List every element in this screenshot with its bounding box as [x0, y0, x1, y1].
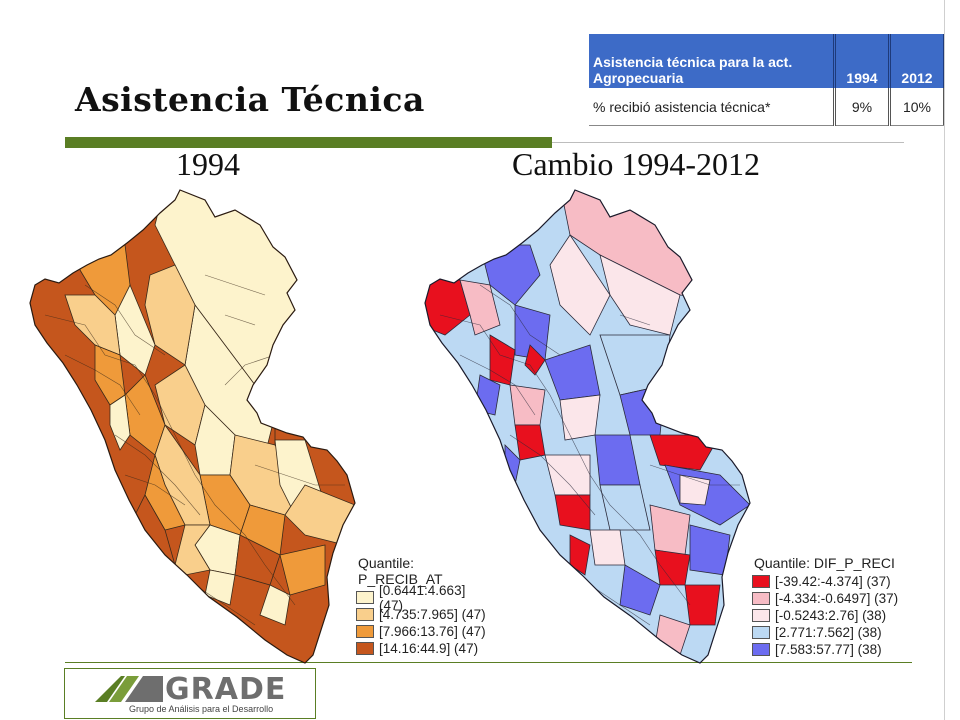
grade-logo: GRADE Grupo de Análisis para el Desarrol…: [64, 668, 316, 719]
legend-swatch: [752, 592, 770, 605]
legend-label: [14.16:44.9] (47): [379, 641, 479, 656]
footer-line: [65, 662, 912, 663]
legend-label: [0.6441:4.663] (47): [379, 582, 466, 613]
legend-item: [-4.334:-0.6497] (37): [752, 590, 922, 607]
table-cell-label: % recibió asistencia técnica*: [589, 88, 836, 126]
grade-logo-tagline: Grupo de Análisis para el Desarrollo: [129, 704, 274, 714]
legend-items: [0.6441:4.663] (47) [4.735:7.965] (47) [7.…: [356, 583, 486, 657]
legend-label: [-4.334:-0.6497] (37): [775, 591, 899, 606]
legend-label: [4.735:7.965] (47): [379, 607, 486, 622]
legend-label: [7.966:13.76] (47): [379, 624, 486, 639]
table-cell-1994: 9%: [834, 88, 891, 126]
legend-1994: Quantile: P_RECIB_AT [0.6441:4.663] (47)…: [352, 553, 490, 659]
table-header-2012: 2012: [889, 34, 944, 88]
table-header-row: Asistencia técnica para la act. Agropecu…: [589, 34, 944, 88]
legend-item: [4.735:7.965] (47): [356, 606, 486, 623]
slide-title: Asistencia Técnica: [75, 80, 425, 119]
legend-label: [-0.5243:2.76] (38): [775, 608, 887, 623]
peru-map-1994: [29, 189, 356, 664]
legend-title: Quantile: P_RECIB_AT: [358, 555, 443, 587]
table-row: % recibió asistencia técnica* 9% 10%: [589, 88, 944, 126]
legend-swatch: [752, 575, 770, 588]
legend-item: [0.6441:4.663] (47): [356, 583, 486, 613]
grade-logo-mark-icon: [95, 676, 163, 702]
legend-label: [-39.42:-4.374] (37): [775, 574, 891, 589]
legend-swatch: [356, 642, 374, 655]
legend-swatch: [356, 608, 374, 621]
table-cell-2012: 10%: [889, 88, 944, 126]
legend-title: Quantile: DIF_P_RECI: [754, 555, 895, 571]
map-left-subtitle: 1994: [176, 146, 240, 182]
grade-logo-word: GRADE: [165, 672, 287, 707]
legend-item: [-39.42:-4.374] (37): [752, 573, 922, 590]
summary-table: Asistencia técnica para la act. Agropecu…: [589, 34, 944, 126]
legend-swatch: [356, 625, 374, 638]
table-header-label: Asistencia técnica para la act. Agropecu…: [589, 34, 836, 88]
legend-swatch: [752, 643, 770, 656]
legend-swatch: [752, 609, 770, 622]
map-right-subtitle: Cambio 1994-2012: [512, 146, 760, 182]
title-accent-bar: [65, 137, 552, 148]
legend-swatch: [752, 626, 770, 639]
legend-label: [2.771:7.562] (38): [775, 625, 882, 640]
title-accent-line: [552, 142, 904, 143]
legend-item: [14.16:44.9] (47): [356, 640, 486, 657]
legend-item: [-0.5243:2.76] (38): [752, 607, 922, 624]
right-guide-line: [944, 0, 945, 720]
legend-swatch: [356, 591, 374, 604]
legend-item: [2.771:7.562] (38): [752, 624, 922, 641]
legend-items: [-39.42:-4.374] (37) [-4.334:-0.6497] (37…: [752, 573, 922, 658]
legend-label: [7.583:57.77] (38): [775, 642, 882, 657]
legend-change: Quantile: DIF_P_RECI [-39.42:-4.374] (37…: [748, 553, 926, 660]
legend-item: [7.583:57.77] (38): [752, 641, 922, 658]
table-header-1994: 1994: [834, 34, 891, 88]
legend-item: [7.966:13.76] (47): [356, 623, 486, 640]
